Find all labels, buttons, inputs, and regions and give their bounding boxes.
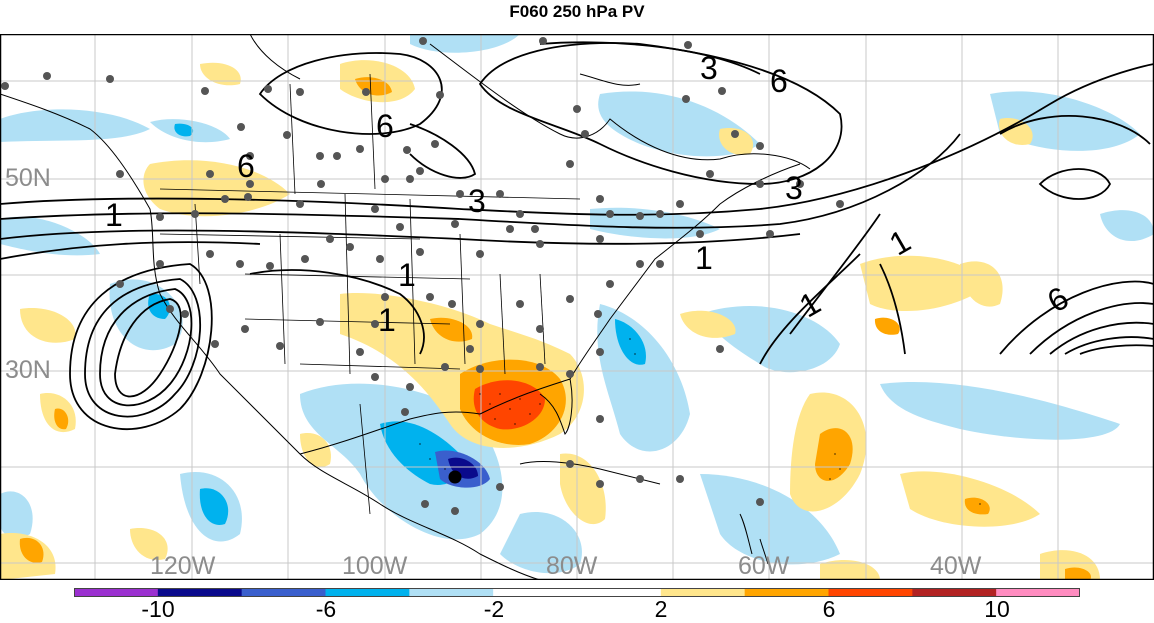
positive-pv-core — [19, 77, 1091, 580]
colorbar-label: -10 — [141, 596, 175, 622]
colorbar-segment — [660, 588, 746, 597]
contour-label: 6 — [770, 63, 788, 99]
lat-label: 30N — [5, 356, 51, 384]
contour-label: 3 — [700, 50, 718, 86]
colorbar-segment — [241, 588, 326, 597]
colorbar-label: -2 — [483, 596, 505, 622]
colorbar-segment — [996, 588, 1080, 597]
lon-label: 60W — [738, 552, 790, 580]
colorbar-label: 6 — [822, 596, 836, 622]
colorbar-segment — [493, 588, 578, 597]
colorbar-segment — [744, 588, 829, 597]
contour-label: 1 — [398, 257, 416, 293]
observation-stations — [1, 37, 844, 515]
colorbar-border — [74, 588, 1080, 597]
pv-contours — [0, 41, 1154, 430]
contour-label: 3 — [468, 183, 486, 219]
colorbar-label: -6 — [315, 596, 337, 622]
contour-label: 3 — [785, 170, 803, 206]
colorbar-segment — [325, 588, 410, 597]
contour-label: 1 — [378, 302, 396, 338]
lon-label: 100W — [342, 552, 408, 580]
significance-stippling — [419, 338, 981, 505]
colorbar-segment — [74, 588, 159, 597]
chart-title: F060 250 hPa PV — [509, 2, 645, 21]
pv-map: 1 1 1 1 1 1 3 3 3 6 6 6 6 — [0, 34, 1154, 580]
lon-label: 120W — [150, 552, 216, 580]
contour-label: 6 — [376, 108, 394, 144]
colorbar — [74, 588, 1080, 597]
colorbar-segment — [577, 588, 662, 597]
contour-label: 1 — [105, 197, 123, 233]
lon-label: 40W — [930, 552, 982, 580]
colorbar-segment — [828, 588, 913, 597]
contour-label: 6 — [237, 148, 255, 184]
contour-label: 1 — [695, 240, 713, 276]
colorbar-label: 10 — [984, 596, 1010, 622]
lat-lon-grid — [0, 34, 1154, 580]
colorbar-segment — [157, 588, 243, 597]
colorbar-label: 2 — [654, 596, 668, 622]
highlighted-station — [448, 470, 462, 484]
state-borders — [159, 73, 581, 515]
lat-label: 50N — [5, 164, 51, 192]
lon-label: 80W — [546, 552, 598, 580]
coastlines — [0, 34, 811, 580]
colorbar-segment — [409, 588, 494, 597]
colorbar-segment — [912, 588, 997, 597]
